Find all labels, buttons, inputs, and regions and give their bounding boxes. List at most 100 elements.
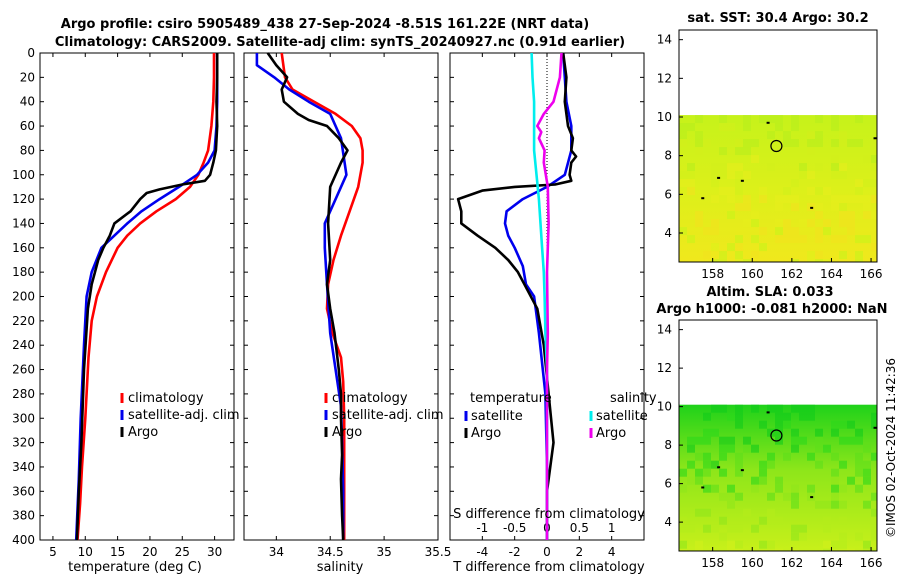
map-cell xyxy=(679,227,687,236)
map-cell xyxy=(863,195,871,204)
map-cell xyxy=(759,195,767,204)
map-cell xyxy=(871,211,877,220)
map-cell xyxy=(687,171,695,180)
map-cell xyxy=(831,115,839,124)
temperature-xlabel: temperature (deg C) xyxy=(68,560,202,575)
map-cell xyxy=(799,163,807,172)
island-speck xyxy=(717,466,721,469)
map-cell xyxy=(719,187,727,196)
map-cell xyxy=(743,203,751,212)
map-cell xyxy=(783,219,791,228)
legend-label: Argo xyxy=(471,426,501,441)
temperature-panel: 0 20 40 60 80 100 120 140 160 180 200 220 240 260 280 3… xyxy=(12,46,240,559)
map-cell xyxy=(751,139,759,148)
map-cell xyxy=(735,163,743,172)
map-cell xyxy=(863,203,871,212)
map-cell xyxy=(807,404,815,413)
map-cell xyxy=(751,147,759,156)
map-cell xyxy=(863,468,871,477)
map-cell xyxy=(679,468,687,477)
map-cell xyxy=(855,532,863,541)
map-cell xyxy=(743,171,751,180)
map-cell xyxy=(871,532,877,541)
map-cell xyxy=(687,235,695,244)
map-cell xyxy=(751,155,759,164)
map-cell xyxy=(791,532,799,541)
map-cell xyxy=(695,131,703,140)
map-cell xyxy=(711,460,719,469)
map-cell xyxy=(703,428,711,437)
island-speck xyxy=(717,176,721,179)
series-line-t-satellite xyxy=(503,52,573,540)
map-cell xyxy=(839,203,847,212)
map-cell xyxy=(847,436,855,445)
map-cell xyxy=(791,227,799,236)
map-cell xyxy=(799,436,807,445)
map-cell xyxy=(775,548,783,551)
map-cell xyxy=(735,251,743,260)
map-cell xyxy=(703,412,711,421)
map-cell xyxy=(687,123,695,132)
y-tick-label: 320 xyxy=(12,436,35,450)
map-cell xyxy=(719,444,727,453)
y-tick-label: 180 xyxy=(12,265,35,279)
map-cell xyxy=(815,460,823,469)
map-cell xyxy=(839,163,847,172)
map-cell xyxy=(807,452,815,461)
y-tick-label: 360 xyxy=(12,484,35,498)
x-tick-label: 34.5 xyxy=(317,545,344,559)
map-cell xyxy=(855,460,863,469)
map-cell xyxy=(695,540,703,549)
map-cell xyxy=(687,460,695,469)
map-cell xyxy=(727,436,735,445)
map-cell xyxy=(759,227,767,236)
y-tick-label: 100 xyxy=(12,168,35,182)
map-cell xyxy=(839,460,847,469)
legend-label: climatology xyxy=(128,391,204,406)
map-cell xyxy=(839,540,847,549)
island-speck xyxy=(740,469,744,472)
map-cell xyxy=(799,412,807,421)
map-cell xyxy=(863,460,871,469)
map-cell xyxy=(711,195,719,204)
sla-map-title: Altim. SLA: 0.033 xyxy=(707,285,834,300)
legend-label: climatology xyxy=(332,391,408,406)
map-cell xyxy=(759,540,767,549)
map-cell xyxy=(703,436,711,445)
map-cell xyxy=(711,163,719,172)
series-line-argo xyxy=(266,52,349,541)
map-cell xyxy=(727,548,735,551)
map-cell xyxy=(847,219,855,228)
map-cell xyxy=(855,235,863,244)
map-cell xyxy=(679,171,687,180)
x-tick-label: 25 xyxy=(175,545,190,559)
map-cell xyxy=(831,171,839,180)
x-tick-label: 30 xyxy=(207,545,222,559)
map-y-tick-label: 8 xyxy=(664,149,672,163)
map-cell xyxy=(719,259,727,262)
map-cell xyxy=(823,500,831,509)
x-tick-label: 2 xyxy=(576,545,584,559)
island-speck xyxy=(701,197,705,200)
map-cell xyxy=(727,444,735,453)
map-cell xyxy=(695,508,703,517)
map-cell xyxy=(751,524,759,533)
map-cell xyxy=(855,195,863,204)
map-x-tick-label: 164 xyxy=(820,556,843,570)
y-tick-label: 40 xyxy=(20,95,35,109)
plot-frame xyxy=(39,52,235,541)
map-cell xyxy=(719,468,727,477)
map-cell xyxy=(855,259,863,262)
y-tick-label: 240 xyxy=(12,338,35,352)
map-cell xyxy=(863,540,871,549)
figure-title-line2: Climatology: CARS2009. Satellite-adj cli… xyxy=(55,35,625,50)
map-cell xyxy=(839,235,847,244)
figure-title-line1: Argo profile: csiro 5905489_438 27-Sep-2… xyxy=(61,17,589,32)
map-cell xyxy=(743,123,751,132)
map-cell xyxy=(759,420,767,429)
map-cell xyxy=(743,259,751,262)
s-tick-label: 1 xyxy=(608,521,616,535)
y-tick-label: 140 xyxy=(12,216,35,230)
map-y-tick-label: 14 xyxy=(657,323,672,337)
map-cell xyxy=(687,187,695,196)
